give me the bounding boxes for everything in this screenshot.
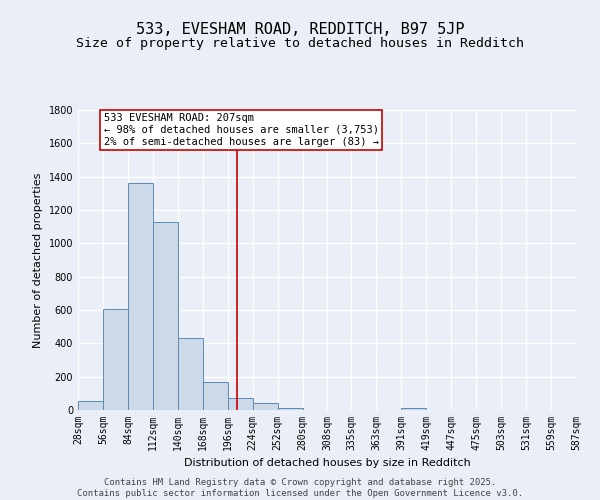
Bar [128,184,153,410]
Bar [103,309,128,410]
Bar [278,408,302,410]
Text: 533 EVESHAM ROAD: 207sqm
← 98% of detached houses are smaller (3,753)
2% of semi: 533 EVESHAM ROAD: 207sqm ← 98% of detach… [104,114,379,146]
Text: Contains HM Land Registry data © Crown copyright and database right 2025.
Contai: Contains HM Land Registry data © Crown c… [77,478,523,498]
Text: Size of property relative to detached houses in Redditch: Size of property relative to detached ho… [76,38,524,51]
Bar [78,401,103,410]
Bar [178,338,203,410]
Bar [203,382,227,410]
Bar [401,408,427,410]
Bar [253,404,278,410]
Y-axis label: Number of detached properties: Number of detached properties [33,172,43,348]
Bar [153,222,178,410]
Bar [227,398,253,410]
X-axis label: Distribution of detached houses by size in Redditch: Distribution of detached houses by size … [184,458,470,468]
Text: 533, EVESHAM ROAD, REDDITCH, B97 5JP: 533, EVESHAM ROAD, REDDITCH, B97 5JP [136,22,464,38]
